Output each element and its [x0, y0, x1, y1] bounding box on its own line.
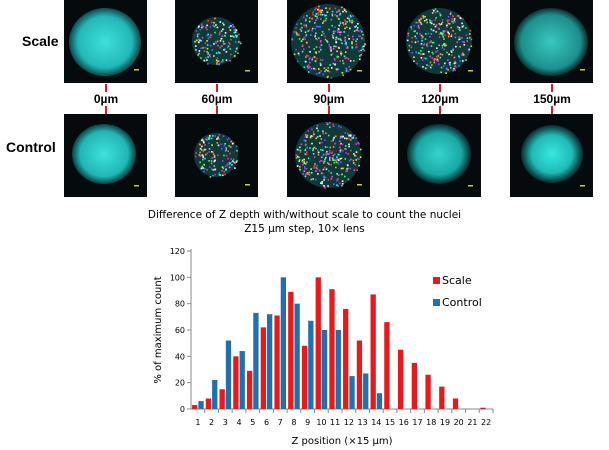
row-label-scale: Scale	[22, 33, 59, 49]
bar-control-11	[335, 330, 341, 409]
depth-label: 120µm	[410, 92, 470, 106]
bar-control-8	[294, 303, 300, 409]
bar-control-3	[225, 340, 232, 409]
bar-scale-6	[260, 327, 266, 409]
bar-scale-7	[274, 315, 280, 409]
bar-scale-18	[425, 374, 431, 409]
chart-title: Difference of Z depth with/without scale…	[147, 209, 462, 221]
legend-swatch-scale	[433, 277, 440, 284]
depth-label: 0µm	[76, 92, 136, 106]
y-tick-label: 100	[170, 273, 185, 282]
micrograph-control-90um	[287, 114, 370, 197]
row-label-control: Control	[6, 139, 56, 155]
x-tick-label: 21	[467, 418, 477, 427]
x-tick-label: 17	[412, 418, 422, 427]
x-tick-label: 16	[399, 418, 409, 427]
x-tick-label: 7	[278, 418, 283, 427]
x-tick-label: 22	[481, 418, 491, 427]
legend-label-scale: Scale	[442, 274, 472, 287]
bar-scale-22	[480, 407, 486, 409]
micrograph-control-150um	[510, 114, 593, 197]
bar-control-5	[253, 312, 259, 409]
x-tick-label: 15	[385, 418, 395, 427]
bar-scale-2	[205, 398, 212, 409]
bar-scale-13	[356, 340, 363, 409]
legend-swatch-control	[433, 299, 440, 306]
bar-scale-10	[315, 277, 321, 409]
micrograph-control-0um	[64, 114, 147, 197]
x-tick-label: 20	[454, 418, 464, 427]
bar-scale-8	[288, 291, 294, 409]
y-axis-title: % of maximum count	[153, 276, 164, 383]
bar-scale-11	[329, 289, 335, 409]
bar-control-1	[198, 401, 204, 409]
y-tick-label: 0	[180, 405, 185, 414]
bar-control-6	[267, 314, 273, 409]
x-tick-label: 12	[344, 418, 354, 427]
x-tick-label: 2	[209, 418, 214, 427]
x-tick-label: 11	[330, 418, 340, 427]
micrograph-scale-120um	[398, 0, 481, 83]
y-tick-label: 20	[175, 379, 185, 388]
x-tick-label: 9	[305, 418, 310, 427]
bar-scale-3	[219, 389, 225, 409]
micrograph-scale-90um	[287, 0, 370, 83]
bar-scale-19	[439, 386, 445, 409]
bar-control-4	[239, 351, 245, 409]
x-tick-label: 10	[316, 418, 326, 427]
depth-label: 150µm	[522, 92, 582, 106]
x-tick-label: 1	[195, 418, 200, 427]
micrograph-scale-0um	[64, 0, 147, 83]
bar-scale-1	[192, 405, 198, 409]
bar-scale-20	[452, 398, 459, 409]
bar-scale-9	[301, 345, 308, 409]
x-tick-label: 14	[371, 418, 381, 427]
depth-label: 60µm	[187, 92, 247, 106]
x-tick-label: 18	[426, 418, 436, 427]
bar-scale-5	[246, 370, 253, 409]
bar-scale-12	[343, 308, 349, 409]
micrograph-control-120um	[398, 114, 481, 197]
y-tick-label: 120	[170, 247, 185, 256]
bar-control-2	[212, 380, 218, 409]
bar-control-10	[321, 330, 328, 409]
bar-scale-14	[370, 294, 376, 409]
bar-scale-15	[384, 322, 390, 409]
x-axis-title: Z position (×15 µm)	[291, 436, 392, 447]
x-tick-label: 6	[264, 418, 269, 427]
y-tick-label: 40	[175, 352, 185, 361]
y-tick-label: 60	[175, 326, 185, 335]
chart-subtitle: Z15 µm step, 10× lens	[244, 223, 365, 235]
x-tick-label: 13	[357, 418, 367, 427]
x-tick-label: 4	[236, 418, 241, 427]
x-tick-label: 5	[250, 418, 255, 427]
micrograph-scale-60um	[175, 0, 258, 83]
bar-control-13	[363, 373, 369, 409]
bar-control-9	[308, 320, 314, 409]
bar-scale-4	[233, 356, 239, 409]
bar-control-14	[376, 393, 383, 409]
micrograph-scale-150um	[510, 0, 593, 83]
x-tick-label: 3	[223, 418, 228, 427]
bar-scale-17	[411, 362, 417, 409]
bar-control-12	[349, 376, 355, 409]
micrograph-control-60um	[175, 114, 258, 197]
depth-label: 90µm	[299, 92, 359, 106]
bar-control-7	[280, 277, 287, 409]
y-tick-label: 80	[175, 300, 185, 309]
x-tick-label: 8	[291, 418, 296, 427]
bar-scale-16	[397, 349, 404, 409]
legend-label-control: Control	[442, 296, 482, 309]
x-tick-label: 19	[440, 418, 450, 427]
